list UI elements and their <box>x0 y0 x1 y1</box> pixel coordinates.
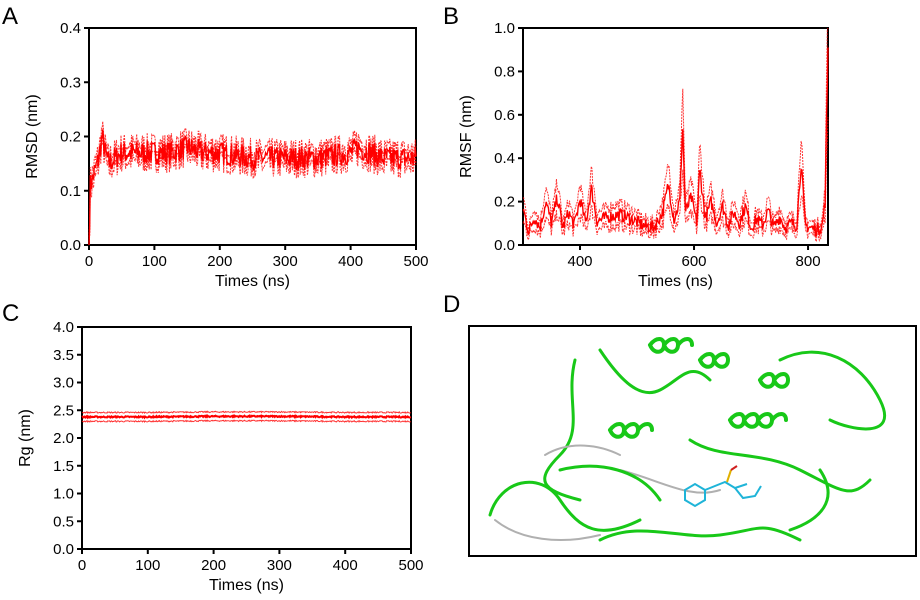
x-tick-label: 100 <box>135 557 160 574</box>
rmsd-chart: 0.0 0.1 0.2 0.3 0.4 0 100 200 300 400 500 Times (ns… <box>24 20 429 290</box>
panel-letter-a: A <box>2 3 18 30</box>
x-tick-label: 400 <box>338 253 363 270</box>
y-tick-label: 0.0 <box>60 237 81 254</box>
x-axis-title: Times (ns) <box>209 577 284 594</box>
series-line-rmsf <box>522 47 829 237</box>
series-lower-band <box>81 419 411 424</box>
plot-frame <box>81 326 412 550</box>
series-upper-band <box>81 410 411 415</box>
x-tick-label: 600 <box>682 253 707 270</box>
x-axis-title: Times (ns) <box>638 273 713 290</box>
y-axis-title: RMSD (nm) <box>24 94 41 178</box>
panel-letter-d: D <box>443 291 460 318</box>
y-tick-label: 0.2 <box>494 194 515 211</box>
x-tick-label: 300 <box>273 253 298 270</box>
y-tick-label: 1.5 <box>53 458 74 475</box>
y-tick-label: 0.0 <box>494 237 515 254</box>
plot-frame <box>522 27 829 246</box>
x-tick-label: 200 <box>207 253 232 270</box>
x-tick-label: 500 <box>398 557 423 574</box>
x-tick-label: 200 <box>201 557 226 574</box>
y-tick-label: 3.0 <box>53 375 74 392</box>
y-tick-label: 0.1 <box>60 183 81 200</box>
y-axis-title: Rg (nm) <box>17 409 34 467</box>
series-lower-band <box>88 137 417 246</box>
series-upper-band <box>522 27 829 231</box>
y-tick-label: 4.0 <box>53 319 74 336</box>
y-tick-label: 0.4 <box>494 150 515 167</box>
panel-letter-b: B <box>443 3 459 30</box>
series-lower-band <box>522 117 829 243</box>
y-tick-label: 3.5 <box>53 347 74 364</box>
y-tick-label: 2.5 <box>53 402 74 419</box>
y-tick-label: 1.0 <box>53 486 74 503</box>
y-tick-label: 0.3 <box>60 74 81 91</box>
x-tick-label: 0 <box>78 557 86 574</box>
x-tick-label: 100 <box>142 253 167 270</box>
y-tick-label: 0.0 <box>53 541 74 558</box>
panel-letter-c: C <box>2 300 19 327</box>
series-upper-band <box>88 121 417 237</box>
x-tick-label: 300 <box>267 557 292 574</box>
y-tick-label: 0.6 <box>494 107 515 124</box>
x-tick-label: 400 <box>567 253 592 270</box>
y-tick-label: 0.5 <box>53 513 74 530</box>
protein-ribbon <box>488 337 887 542</box>
y-axis-title: RMSF (nm) <box>458 95 475 178</box>
y-tick-label: 1.0 <box>494 20 515 37</box>
y-tick-label: 0.2 <box>60 129 81 146</box>
series-line-rmsd <box>88 129 417 246</box>
plot-frame <box>88 27 417 246</box>
rmsf-chart: 0.0 0.2 0.4 0.6 0.8 1.0 400 600 800 Times (ns) RMS… <box>458 20 829 290</box>
x-tick-label: 800 <box>796 253 821 270</box>
series-line-rg <box>81 413 412 420</box>
x-tick-label: 0 <box>85 253 93 270</box>
x-tick-label: 500 <box>403 253 428 270</box>
x-tick-label: 400 <box>333 557 358 574</box>
protein-structure-image <box>468 325 917 557</box>
x-axis-title: Times (ns) <box>215 273 290 290</box>
ligand-molecule <box>684 465 762 508</box>
y-tick-label: 0.4 <box>60 20 81 37</box>
y-tick-label: 0.8 <box>494 63 515 80</box>
rg-chart: 0.0 0.5 1.0 1.5 2.0 2.5 3.0 3.5 4.0 0 100 200 300 400… <box>17 319 424 594</box>
y-tick-label: 2.0 <box>53 430 74 447</box>
